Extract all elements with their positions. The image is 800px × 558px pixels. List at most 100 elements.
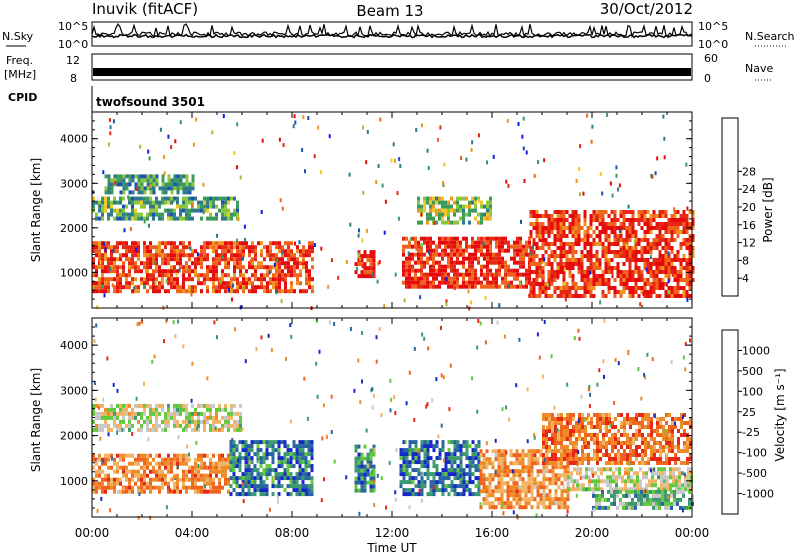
- data-cell: [281, 261, 284, 265]
- data-cell: [212, 404, 215, 408]
- data-cell: [453, 249, 456, 253]
- data-cell: [501, 497, 504, 501]
- data-cell: [358, 445, 361, 449]
- data-cell: [113, 289, 116, 293]
- data-cell: [475, 492, 478, 496]
- data-cell: [239, 492, 242, 496]
- data-cell: [173, 424, 176, 428]
- data-cell: [305, 261, 308, 265]
- data-cell: [152, 257, 155, 261]
- data-cell: [161, 474, 164, 478]
- data-cell: [561, 465, 564, 469]
- data-cell: [551, 250, 554, 254]
- data-cell: [125, 478, 128, 482]
- data-cell: [642, 475, 645, 479]
- data-cell: [599, 222, 602, 226]
- data-cell: [677, 270, 680, 274]
- data-cell: [429, 209, 432, 213]
- data-cell: [146, 281, 149, 285]
- data-cell: [587, 457, 590, 461]
- data-cell: [167, 416, 170, 420]
- data-cell: [299, 472, 302, 476]
- data-cell: [294, 114, 296, 118]
- data-cell: [632, 222, 635, 226]
- data-cell: [412, 468, 415, 472]
- data-cell: [542, 266, 545, 270]
- data-cell: [489, 213, 492, 217]
- data-cell: [501, 249, 504, 253]
- data-cell: [486, 205, 489, 209]
- data-cell: [620, 421, 623, 425]
- data-cell: [203, 412, 206, 416]
- data-cell: [469, 456, 472, 460]
- data-cell: [561, 505, 564, 509]
- data-cell: [642, 292, 644, 296]
- data-cell: [128, 273, 131, 277]
- data-cell: [176, 261, 179, 265]
- data-cell: [519, 241, 522, 245]
- data-cell: [554, 417, 557, 421]
- data-cell: [239, 261, 242, 265]
- data-cell: [155, 470, 158, 474]
- data-cell: [236, 428, 239, 432]
- data-cell: [492, 461, 495, 465]
- data-cell: [203, 416, 206, 420]
- data-cell: [212, 277, 215, 281]
- data-cell: [152, 201, 155, 205]
- data-cell: [245, 285, 248, 289]
- data-cell: [626, 437, 629, 441]
- data-cell: [528, 294, 530, 298]
- data-cell: [299, 452, 302, 456]
- data-cell: [320, 170, 322, 174]
- data-cell: [501, 265, 504, 269]
- data-cell: [430, 456, 433, 460]
- data-cell: [296, 257, 299, 261]
- data-cell: [635, 453, 638, 457]
- data-cell: [447, 245, 450, 249]
- data-cell: [516, 497, 519, 501]
- data-cell: [185, 261, 188, 265]
- data-cell: [149, 404, 152, 408]
- data-cell: [638, 266, 641, 270]
- data-cell: [141, 190, 144, 194]
- data-cell: [311, 488, 314, 492]
- data-cell: [152, 478, 155, 482]
- data-cell: [560, 461, 563, 465]
- data-cell: [191, 428, 194, 432]
- data-cell: [572, 429, 575, 433]
- data-cell: [185, 470, 188, 474]
- data-cell: [278, 464, 281, 468]
- data-cell: [650, 266, 653, 270]
- data-cell: [578, 242, 581, 246]
- data-cell: [665, 461, 668, 465]
- data-cell: [546, 469, 549, 473]
- data-cell: [311, 245, 314, 249]
- data-cell: [647, 441, 650, 445]
- data-cell: [266, 468, 269, 472]
- data-cell: [578, 270, 581, 274]
- data-cell: [548, 262, 551, 266]
- data-cell: [570, 487, 573, 491]
- data-cell: [596, 214, 599, 218]
- data-cell: [495, 257, 498, 261]
- data-cell: [421, 492, 424, 496]
- data-cell: [495, 497, 498, 501]
- data-cell: [185, 209, 188, 213]
- data-cell: [525, 469, 528, 473]
- data-cell: [614, 222, 617, 226]
- data-cell: [194, 478, 197, 482]
- data-cell: [403, 480, 406, 484]
- data-cell: [131, 416, 134, 420]
- data-cell: [471, 140, 473, 144]
- data-cell: [641, 453, 644, 457]
- data-cell: [627, 467, 630, 471]
- data-cell: [551, 270, 554, 274]
- data-cell: [537, 501, 540, 505]
- data-cell: [581, 445, 584, 449]
- data-cell: [185, 458, 188, 462]
- data-cell: [149, 277, 152, 281]
- data-cell: [657, 475, 660, 479]
- data-cell: [95, 474, 98, 478]
- data-cell: [563, 286, 566, 290]
- data-cell: [498, 469, 501, 473]
